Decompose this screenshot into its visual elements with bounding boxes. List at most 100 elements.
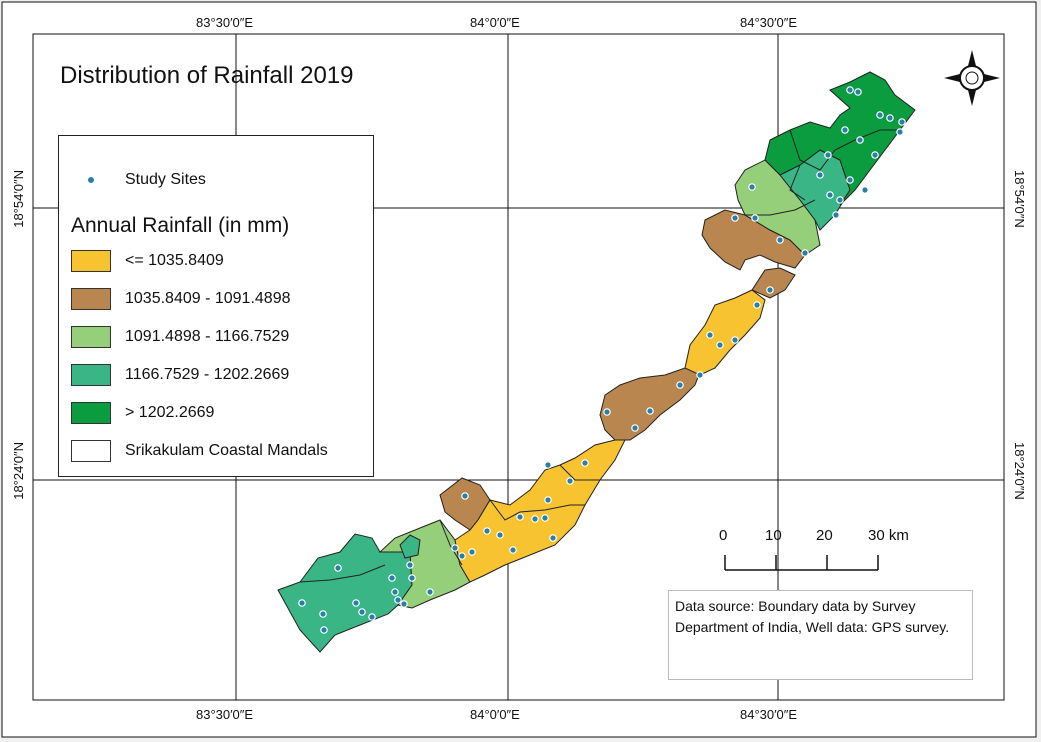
study-site-dot	[408, 574, 416, 582]
coord-bottom-2: 84°0′0″E	[470, 707, 520, 722]
scale-tick-10: 10	[765, 527, 782, 544]
legend-label: Srikakulam Coastal Mandals	[125, 442, 328, 459]
study-site-dot	[394, 596, 402, 604]
coord-left-2: 18°24′0″N	[11, 442, 26, 500]
legend-label: 1166.7529 - 1202.2669	[125, 366, 290, 383]
study-site-dot	[544, 461, 552, 469]
study-site-dot	[391, 588, 399, 596]
study-site-dot	[483, 527, 491, 535]
study-site-dot	[631, 424, 639, 432]
study-site-dot	[898, 118, 906, 126]
coord-left-1: 18°54′0″N	[11, 170, 26, 228]
coord-right-2: 18°24′0″N	[1012, 442, 1027, 500]
study-site-dot	[509, 546, 517, 554]
map-legend: Study Sites Annual Rainfall (in mm) <= 1…	[58, 135, 374, 477]
study-site-dot	[826, 191, 834, 199]
study-site-dot	[544, 496, 552, 504]
legend-item-class3: 1091.4898 - 1166.7529	[71, 326, 289, 348]
swatch-boundary	[71, 440, 111, 462]
study-site-dot	[854, 88, 862, 96]
study-sites	[298, 86, 906, 634]
rainfall-zones	[277, 71, 916, 653]
study-site-dot	[886, 114, 894, 122]
study-site-dot	[871, 151, 879, 159]
swatch-class5	[71, 402, 111, 424]
study-site-dot	[388, 574, 396, 582]
study-site-dot	[358, 608, 366, 616]
legend-item-class2: 1035.8409 - 1091.4898	[71, 288, 290, 310]
zone-class2-north	[751, 267, 796, 299]
zone-class2-mid	[599, 367, 701, 441]
study-site-dot	[748, 183, 756, 191]
study-site-dot	[876, 111, 884, 119]
study-site-dot	[824, 151, 832, 159]
study-site-dot	[426, 588, 434, 596]
study-site-dot	[334, 564, 342, 572]
coord-top-1: 83°30′0″E	[196, 15, 254, 30]
study-site-dot	[352, 599, 360, 607]
compass-rose-icon	[944, 50, 1000, 106]
legend-label: <= 1035.8409	[125, 252, 224, 269]
zone-class4-b	[399, 534, 421, 559]
study-site-dot	[516, 513, 524, 521]
study-site-dot	[541, 514, 549, 522]
site-dot-icon	[87, 176, 95, 184]
study-site-dot	[836, 196, 844, 204]
data-source-note: Data source: Boundary data by Survey Dep…	[668, 590, 973, 680]
study-site-dot	[319, 610, 327, 618]
study-site-dot	[400, 600, 408, 608]
study-site-dot	[856, 136, 864, 144]
study-site-dot	[298, 599, 306, 607]
legend-item-class1: <= 1035.8409	[71, 250, 224, 272]
mandal-boundaries	[299, 129, 900, 583]
scale-tick-20: 20	[816, 527, 833, 544]
swatch-class3	[71, 326, 111, 348]
scale-tick-30: 30 km	[868, 527, 909, 544]
legend-label: > 1202.2669	[125, 404, 215, 421]
coord-top-2: 84°0′0″E	[470, 15, 520, 30]
coord-bottom-3: 84°30′0″E	[740, 707, 798, 722]
study-site-dot	[751, 214, 759, 222]
study-site-dot	[896, 128, 904, 136]
study-site-dot	[706, 331, 714, 339]
map-title: Distribution of Rainfall 2019	[60, 62, 354, 89]
zone-class1-mid	[684, 289, 766, 376]
study-site-dot	[603, 408, 611, 416]
study-site-dot	[461, 492, 469, 500]
scale-bar	[724, 555, 879, 571]
coord-right-1: 18°54′0″N	[1012, 170, 1027, 228]
scale-tick-0: 0	[719, 527, 728, 544]
study-site-dot	[753, 301, 761, 309]
study-site-dot	[451, 544, 459, 552]
study-site-dot	[406, 561, 414, 569]
study-site-dot	[458, 552, 466, 560]
study-site-dot	[832, 211, 840, 219]
study-site-dot	[468, 548, 476, 556]
study-site-dot	[696, 371, 704, 379]
study-site-dot	[549, 534, 557, 542]
study-site-dot	[731, 336, 739, 344]
study-site-dot	[716, 341, 724, 349]
study-site-dot	[676, 381, 684, 389]
study-site-dot	[841, 126, 849, 134]
swatch-class2	[71, 288, 111, 310]
study-site-dot	[846, 86, 854, 94]
coord-bottom-1: 83°30′0″E	[196, 707, 254, 722]
study-site-dot	[496, 531, 504, 539]
study-site-dot	[776, 236, 784, 244]
study-site-dot	[566, 477, 574, 485]
legend-item-study-sites: Study Sites	[71, 169, 206, 191]
study-site-dot	[801, 249, 809, 257]
legend-item-class4: 1166.7529 - 1202.2669	[71, 364, 289, 386]
legend-label: 1035.8409 - 1091.4898	[125, 290, 291, 307]
swatch-class1	[71, 250, 111, 272]
coord-top-3: 84°30′0″E	[740, 15, 798, 30]
study-site-dot	[731, 214, 739, 222]
study-site-dot	[816, 171, 824, 179]
legend-label: Study Sites	[125, 171, 206, 188]
study-site-dot	[581, 459, 589, 467]
study-site-dot	[766, 286, 774, 294]
study-site-dot	[531, 515, 539, 523]
swatch-class4	[71, 364, 111, 386]
zone-class5-north	[764, 71, 916, 206]
